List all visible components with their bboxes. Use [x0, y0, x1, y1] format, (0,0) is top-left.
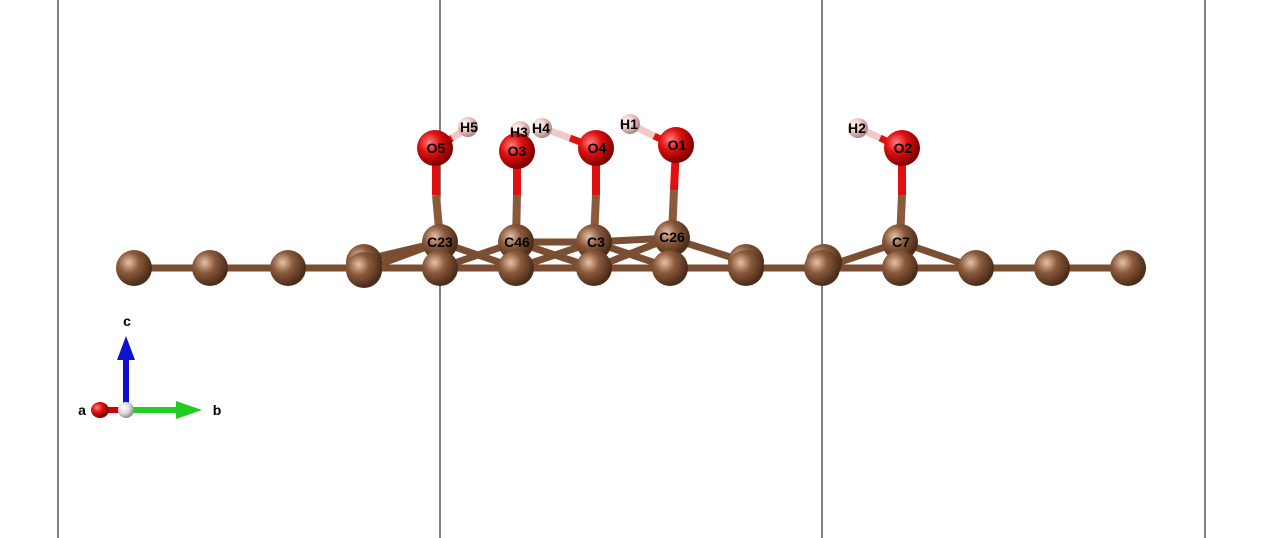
atom-labels: C23 C46 C3 C26 C7 O5 O3 O4 O1 O2 H5 H3 H…	[427, 116, 913, 250]
atom-o2[interactable]	[884, 130, 920, 166]
atom-c[interactable]	[346, 252, 382, 288]
label-h2: H2	[848, 120, 866, 136]
atom-h5[interactable]	[458, 117, 478, 137]
atom-c[interactable]	[576, 250, 612, 286]
atom-c[interactable]	[498, 250, 534, 286]
atom-o3[interactable]	[499, 133, 535, 169]
label-o4: O4	[588, 140, 607, 156]
atom-h4[interactable]	[532, 118, 552, 138]
label-h4: H4	[532, 120, 550, 136]
a-axis-arrowhead	[91, 402, 109, 418]
label-c7: C7	[892, 234, 910, 250]
a-axis-label: a	[78, 402, 86, 418]
atom-c7[interactable]	[882, 224, 918, 260]
atom-c[interactable]	[1034, 250, 1070, 286]
label-c46: C46	[504, 234, 530, 250]
label-o1: O1	[668, 137, 687, 153]
atom-o1[interactable]	[658, 127, 694, 163]
atom-c3[interactable]	[576, 224, 612, 260]
atom-c[interactable]	[882, 250, 918, 286]
atom-c[interactable]	[652, 250, 688, 286]
label-h5: H5	[460, 119, 478, 135]
c-axis-label: c	[123, 313, 131, 329]
label-h1: H1	[620, 116, 638, 132]
atom-c[interactable]	[958, 250, 994, 286]
atom-h1[interactable]	[620, 114, 640, 134]
c-axis-arrowhead	[117, 336, 135, 360]
atom-c[interactable]	[804, 250, 840, 286]
atom-c26[interactable]	[654, 220, 690, 256]
b-axis-label: b	[213, 402, 222, 418]
label-c3: C3	[587, 234, 605, 250]
atom-c[interactable]	[116, 250, 152, 286]
atom-c[interactable]	[422, 250, 458, 286]
atom-c[interactable]	[192, 250, 228, 286]
atom-o5[interactable]	[417, 130, 453, 166]
axis-indicator: c b a	[78, 313, 221, 419]
atom-c[interactable]	[270, 250, 306, 286]
label-h3: H3	[510, 124, 528, 140]
oxygen-atoms	[417, 127, 920, 169]
label-o3: O3	[508, 143, 527, 159]
atom-c[interactable]	[1110, 250, 1146, 286]
atom-c[interactable]	[728, 250, 764, 286]
atom-o4[interactable]	[578, 130, 614, 166]
label-o2: O2	[894, 140, 913, 156]
atom-c23[interactable]	[422, 224, 458, 260]
label-c26: C26	[659, 229, 685, 245]
b-axis-arrowhead	[176, 401, 202, 419]
label-c23: C23	[427, 234, 453, 250]
atom-c46[interactable]	[498, 224, 534, 260]
origin-sphere	[118, 402, 134, 418]
carbon-atoms-plane	[116, 250, 1146, 288]
atom-h2[interactable]	[848, 118, 868, 138]
label-o5: O5	[427, 140, 446, 156]
